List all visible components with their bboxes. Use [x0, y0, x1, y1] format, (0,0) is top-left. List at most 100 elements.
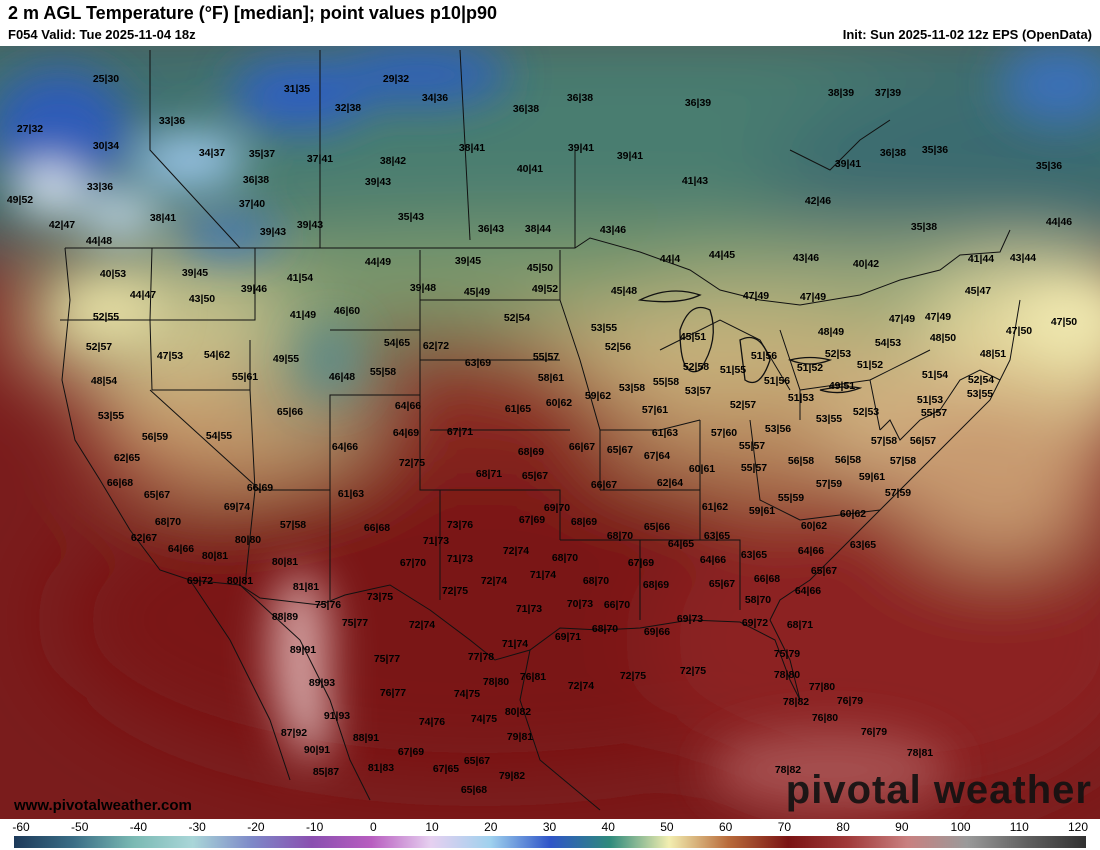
point-value: 87|92 [281, 727, 307, 739]
point-value: 55|57 [921, 407, 947, 419]
point-value: 51|53 [917, 394, 943, 406]
point-value: 39|43 [297, 219, 323, 231]
point-value: 64|65 [668, 538, 694, 550]
point-value: 62|65 [114, 452, 140, 464]
point-value: 42|46 [805, 195, 831, 207]
point-value: 61|63 [338, 488, 364, 500]
temperature-field [0, 46, 1100, 800]
point-value: 48|51 [980, 348, 1006, 360]
colorbar-tick-label: 110 [1009, 820, 1029, 834]
point-value: 34|36 [422, 92, 448, 104]
point-value: 44|45 [709, 249, 735, 261]
colorbar-tick-label: -10 [305, 820, 324, 834]
point-value: 74|75 [471, 713, 497, 725]
point-value: 51|53 [788, 392, 814, 404]
point-value: 56|57 [910, 435, 936, 447]
point-value: 57|60 [711, 427, 737, 439]
point-value: 61|65 [505, 403, 531, 415]
point-value: 39|43 [365, 176, 391, 188]
point-value: 90|91 [304, 744, 330, 756]
point-value: 72|74 [503, 545, 529, 557]
point-value: 25|30 [93, 73, 119, 85]
point-value: 64|66 [395, 400, 421, 412]
point-value: 43|46 [793, 252, 819, 264]
point-value: 46|60 [334, 305, 360, 317]
point-value: 63|69 [465, 357, 491, 369]
point-value: 35|37 [249, 148, 275, 160]
colorbar-tick-label: -40 [129, 820, 148, 834]
point-value: 36|38 [513, 103, 539, 115]
point-value: 68|70 [607, 530, 633, 542]
point-value: 67|70 [400, 557, 426, 569]
point-value: 77|80 [809, 681, 835, 693]
point-value: 57|59 [885, 487, 911, 499]
point-value: 32|38 [335, 102, 361, 114]
point-value: 35|36 [922, 144, 948, 156]
point-value: 47|49 [925, 311, 951, 323]
point-value: 38|42 [380, 155, 406, 167]
point-value: 75|76 [315, 599, 341, 611]
point-value: 37|40 [239, 198, 265, 210]
colorbar-tick-label: 90 [895, 820, 909, 834]
boundaries [60, 49, 1021, 811]
point-value: 61|62 [702, 501, 728, 513]
point-value: 89|91 [290, 644, 316, 656]
point-value: 45|49 [464, 286, 490, 298]
point-value: 80|80 [235, 534, 261, 546]
point-value: 39|41 [835, 158, 861, 170]
point-value: 71|74 [502, 638, 528, 650]
point-value: 66|68 [754, 573, 780, 585]
point-value: 41|54 [287, 272, 313, 284]
point-value: 60|62 [801, 520, 827, 532]
point-value: 76|79 [861, 726, 887, 738]
point-value: 52|54 [504, 312, 530, 324]
point-value: 57|58 [280, 519, 306, 531]
point-value: 53|57 [685, 385, 711, 397]
colorbar-gradient [14, 836, 1086, 848]
point-value: 54|65 [384, 337, 410, 349]
point-value: 74|76 [419, 716, 445, 728]
point-value: 45|50 [527, 262, 553, 274]
point-value: 30|34 [93, 140, 119, 152]
colorbar-tick-label: 80 [836, 820, 850, 834]
point-value: 78|80 [774, 669, 800, 681]
point-value: 38|44 [525, 223, 551, 235]
point-value: 78|80 [483, 676, 509, 688]
point-value: 39|45 [455, 255, 481, 267]
point-value: 44|46 [1046, 216, 1072, 228]
website-watermark: www.pivotalweather.com [14, 797, 192, 814]
point-value: 63|65 [850, 539, 876, 551]
point-value: 55|58 [370, 366, 396, 378]
point-value: 71|73 [447, 553, 473, 565]
point-value: 39|46 [241, 283, 267, 295]
point-value: 51|52 [857, 359, 883, 371]
point-value: 43|46 [600, 224, 626, 236]
point-value: 52|53 [853, 406, 879, 418]
point-value: 31|35 [284, 83, 310, 95]
point-value: 47|49 [800, 291, 826, 303]
point-value: 60|62 [840, 508, 866, 520]
point-value: 88|89 [272, 611, 298, 623]
point-value: 66|69 [247, 482, 273, 494]
point-value: 40|41 [517, 163, 543, 175]
point-value: 47|50 [1006, 325, 1032, 337]
point-value: 38|41 [150, 212, 176, 224]
point-value: 47|49 [743, 290, 769, 302]
point-value: 52|57 [86, 341, 112, 353]
point-value: 89|93 [309, 677, 335, 689]
temperature-map[interactable]: 25|30 31|35 29|32 34|36 32|38 36|38 36|38 36|39… [0, 46, 1100, 819]
point-value: 57|58 [871, 435, 897, 447]
point-value: 36|38 [880, 147, 906, 159]
point-value: 48|49 [818, 326, 844, 338]
point-value: 52|56 [605, 341, 631, 353]
point-value: 44|4 [660, 253, 681, 265]
point-value: 39|41 [568, 142, 594, 154]
point-value: 51|52 [797, 362, 823, 374]
point-value: 43|44 [1010, 252, 1036, 264]
colorbar-tick-label: 60 [718, 820, 733, 834]
point-value: 64|66 [168, 543, 194, 555]
point-value: 85|87 [313, 766, 339, 778]
point-value: 72|74 [409, 619, 435, 631]
point-value: 81|81 [293, 581, 319, 593]
point-value: 35|43 [398, 211, 424, 223]
